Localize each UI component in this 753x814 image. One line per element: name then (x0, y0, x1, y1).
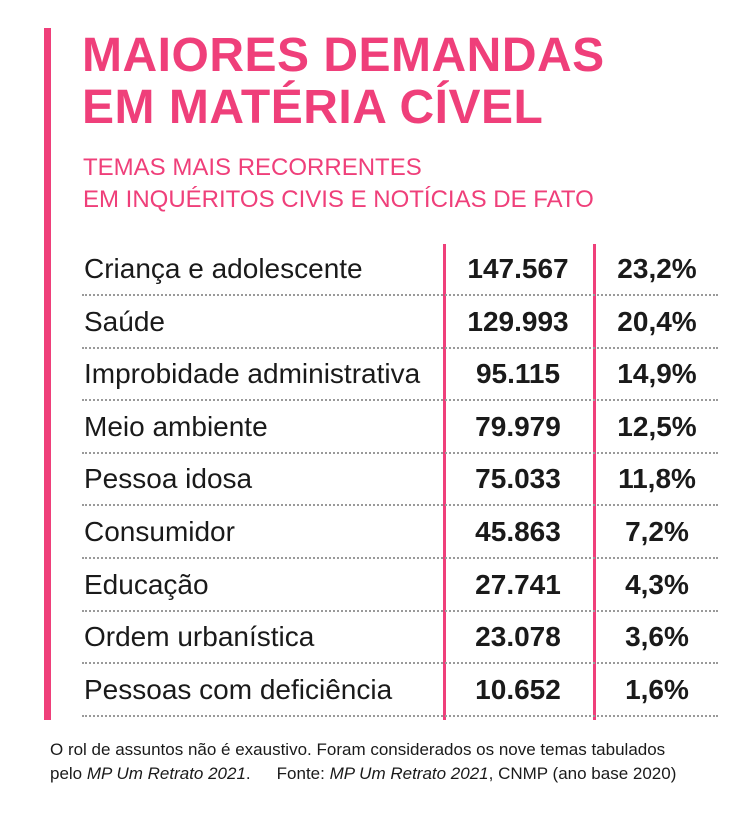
table-row: Criança e adolescente 147.567 23,2% (82, 242, 718, 296)
table-row: Ordem urbanística 23.078 3,6% (82, 610, 718, 665)
row-percent: 4,3% (625, 568, 689, 600)
row-percent: 20,4% (617, 305, 697, 337)
footnote-fonte: Fonte: (276, 764, 330, 783)
subtitle-line-2: EM INQUÉRITOS CIVIS E NOTÍCIAS DE FATO (83, 186, 594, 213)
row-label: Pessoa idosa (84, 463, 253, 495)
chart-title: MAIORES DEMANDAS EM MATÉRIA CÍVEL (82, 30, 605, 134)
column-divider-2 (593, 244, 596, 720)
row-label: Ordem urbanística (84, 621, 315, 653)
source-title-1: MP Um Retrato 2021 (86, 764, 246, 783)
row-value: 27.741 (475, 568, 561, 600)
row-label: Consumidor (84, 516, 235, 547)
footnote-dot: . (245, 764, 251, 783)
row-label: Pessoas com deficiência (84, 673, 393, 705)
row-percent: 11,8% (618, 463, 696, 495)
source-title-2: MP Um Retrato 2021 (329, 764, 489, 783)
column-divider-1 (443, 244, 446, 720)
table-row: Meio ambiente 79.979 12,5% (82, 400, 718, 454)
row-percent: 23,2% (617, 253, 697, 284)
title-line-1: MAIORES DEMANDAS (82, 29, 605, 82)
table-row: Educação 27.741 4,3% (82, 558, 718, 612)
row-value: 147.567 (467, 253, 569, 284)
row-label: Saúde (84, 305, 165, 337)
table-row: Pessoas com deficiência 10.652 1,6% (82, 663, 718, 717)
row-percent: 12,5% (617, 410, 697, 442)
footnote-pelo: pelo (50, 764, 87, 783)
row-value: 129.993 (467, 305, 569, 337)
row-value: 79.979 (475, 410, 561, 442)
row-label: Improbidade administrativa (84, 358, 421, 390)
footnote-line-1: O rol de assuntos não é exaustivo. Foram… (50, 740, 666, 759)
row-value: 10.652 (475, 673, 561, 705)
row-label: Criança e adolescente (84, 253, 363, 284)
accent-bar (44, 28, 51, 720)
table-row: Consumidor 45.863 7,2% (82, 505, 718, 559)
subtitle-line-1: TEMAS MAIS RECORRENTES (83, 154, 422, 181)
row-label: Meio ambiente (84, 410, 268, 442)
chart-subtitle: TEMAS MAIS RECORRENTES EM INQUÉRITOS CIV… (83, 152, 594, 216)
row-percent: 7,2% (625, 516, 689, 547)
footnote-source-rest: , CNMP (ano base 2020) (488, 764, 677, 783)
table-row: Pessoa idosa 75.033 11,8% (82, 452, 718, 507)
row-value: 23.078 (475, 621, 561, 653)
title-line-2: EM MATÉRIA CÍVEL (82, 81, 544, 134)
row-label: Educação (84, 568, 209, 600)
row-value: 75.033 (475, 463, 561, 495)
row-percent: 3,6% (625, 621, 689, 653)
footnote: O rol de assuntos não é exaustivo. Foram… (50, 738, 750, 786)
row-value: 45.863 (475, 516, 561, 547)
table-row: Saúde 129.993 20,4% (82, 295, 718, 349)
row-value: 95.115 (475, 358, 561, 390)
row-percent: 1,6% (625, 673, 689, 705)
table-row: Improbidade administrativa 95.115 14,9% (82, 347, 718, 402)
row-percent: 14,9% (617, 358, 697, 390)
